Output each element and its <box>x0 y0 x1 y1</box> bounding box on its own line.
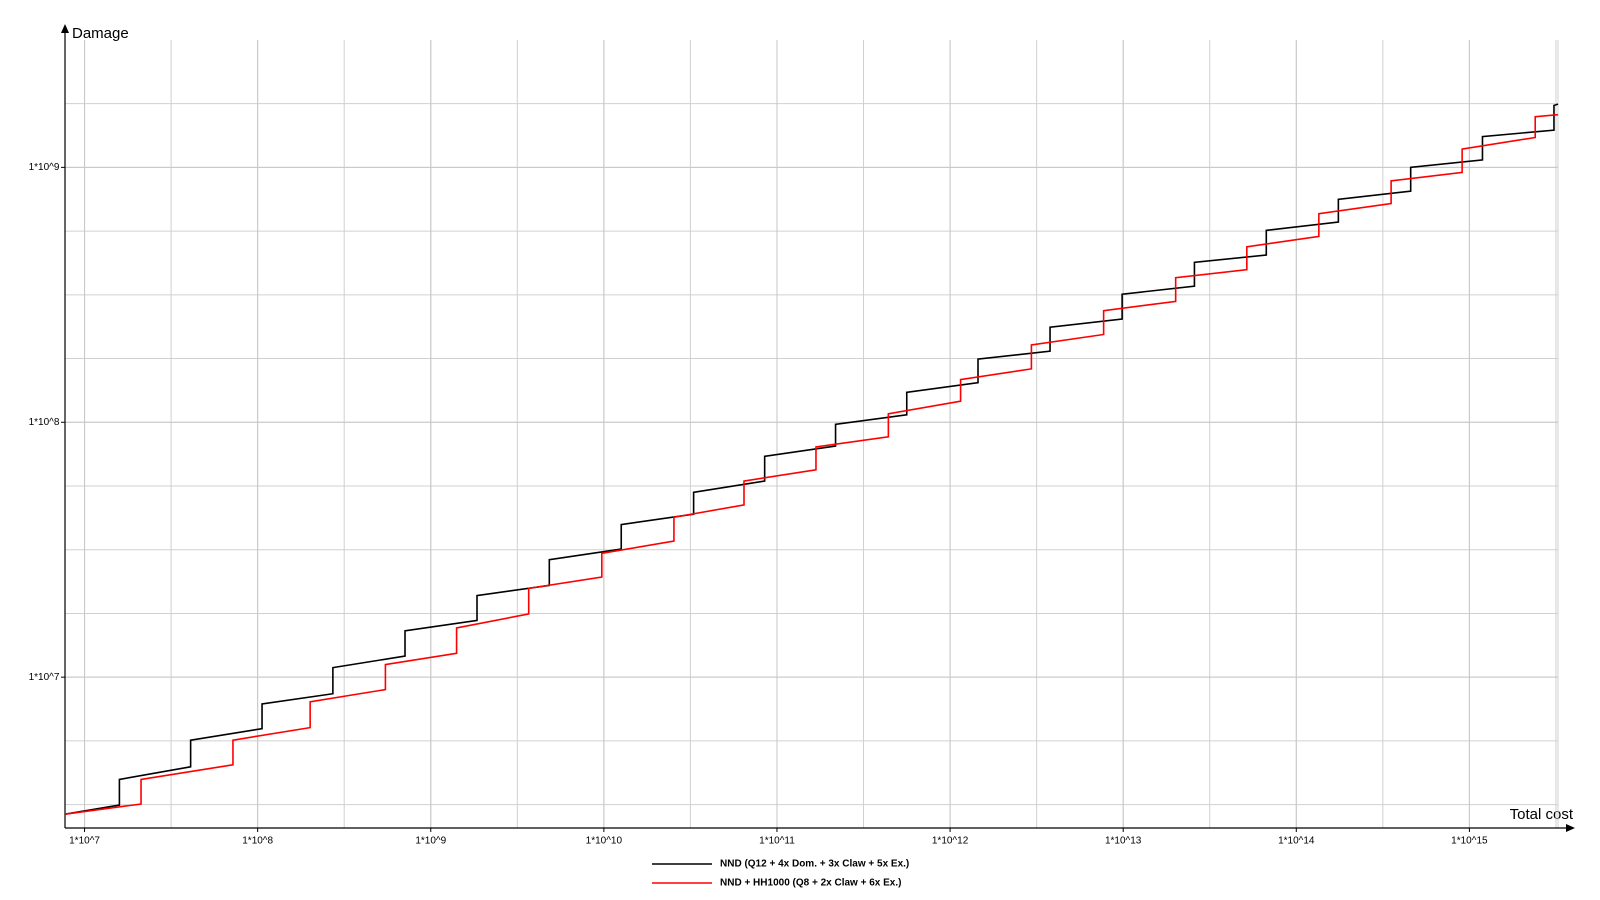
x-tick-label: 1*10^13 <box>1105 836 1142 847</box>
y-tick-label: 1*10^7 <box>29 672 60 683</box>
x-tick-label: 1*10^10 <box>586 836 623 847</box>
series-line <box>64 113 1559 815</box>
series-line <box>64 103 1559 815</box>
legend-label: NND (Q12 + 4x Dom. + 3x Claw + 5x Ex.) <box>720 859 909 870</box>
x-tick-label: 1*10^7 <box>69 836 100 847</box>
y-axis-title: Damage <box>72 25 129 42</box>
x-tick-label: 1*10^11 <box>759 836 795 847</box>
x-axis-arrow <box>1566 824 1575 832</box>
x-tick-label: 1*10^8 <box>242 836 273 847</box>
y-tick-label: 1*10^9 <box>29 162 60 173</box>
x-axis-title: Total cost <box>1510 806 1574 823</box>
x-tick-label: 1*10^14 <box>1278 836 1315 847</box>
legend-label: NND + HH1000 (Q8 + 2x Claw + 6x Ex.) <box>720 878 901 889</box>
y-axis-arrow <box>61 24 69 33</box>
y-tick-label: 1*10^8 <box>29 417 60 428</box>
x-tick-label: 1*10^15 <box>1451 836 1488 847</box>
x-tick-label: 1*10^12 <box>932 836 969 847</box>
x-tick-label: 1*10^9 <box>415 836 446 847</box>
